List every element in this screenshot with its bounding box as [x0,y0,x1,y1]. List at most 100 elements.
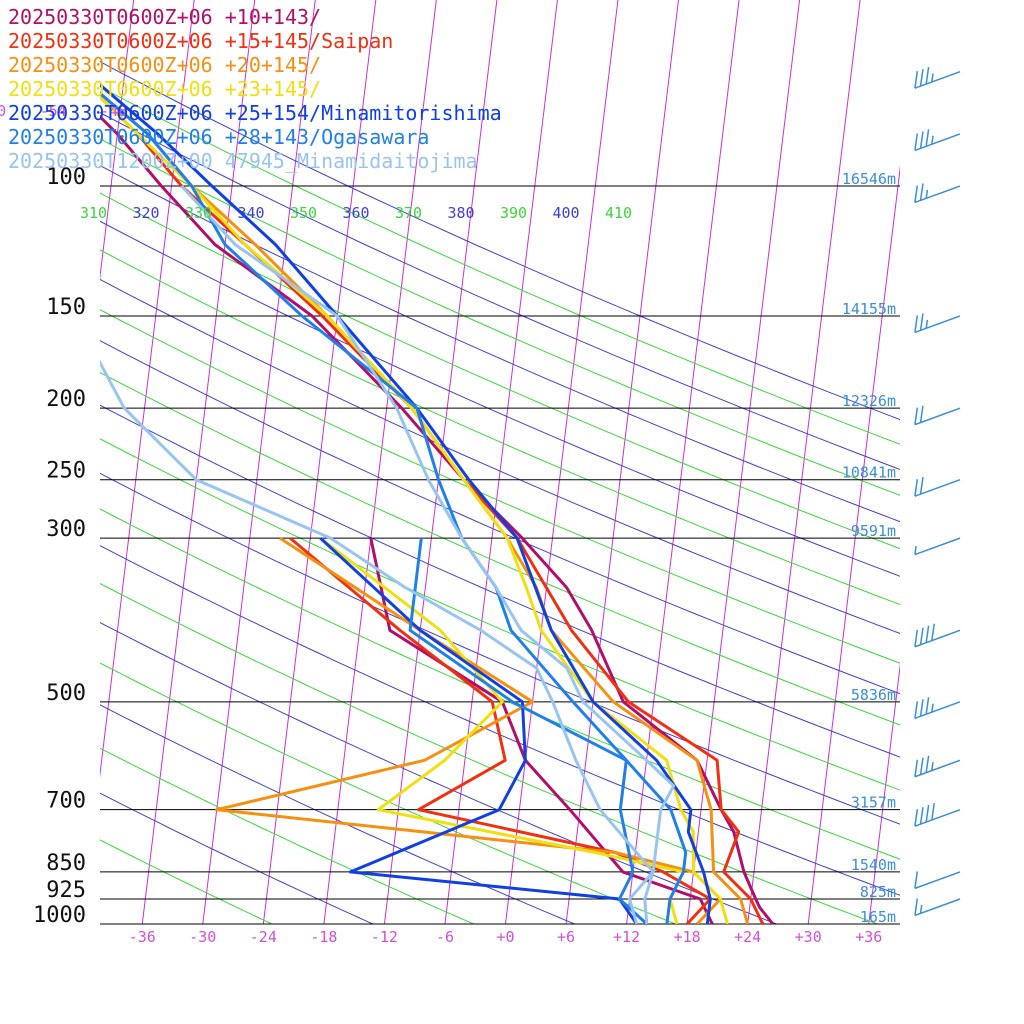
background-lines [100,0,900,924]
adiabat-line [100,545,900,896]
height-label: 165m [860,908,896,926]
temperature-tick-label: -6 [436,928,454,946]
wind-barb [914,183,961,204]
barb-staff [914,407,961,426]
adiabat-line [100,792,375,924]
temperature-line [180,184,676,924]
adiabat-line [100,340,900,695]
height-label: 9591m [851,522,896,540]
dewpoint-line [408,537,648,924]
wind-barb [914,405,961,426]
barb-staff [914,701,961,720]
adiabat-line [100,747,475,924]
adiabat-line [100,839,274,924]
adiabat-line [100,165,900,523]
theta-label: 320 [133,204,160,222]
wind-barb [914,898,961,917]
temperature-tick-label: +36 [855,928,882,946]
barb-staff [914,898,961,917]
pressure-label: 1000 [33,903,86,928]
height-label: 3157m [851,794,896,812]
legend-entry: 20250330T0600Z+06 +28+143/Ogasawara [8,125,429,149]
upper-temperature-label: -54 [40,102,67,120]
wind-barb [914,67,961,89]
series-5 [100,82,712,924]
barb-flag [925,129,930,147]
barb-staff [914,133,961,152]
height-label: 16546m [842,170,896,188]
height-label: 1540m [851,856,896,874]
barb-flag [914,407,919,425]
pressure-label: 300 [46,517,86,542]
height-label: 12326m [842,392,896,410]
temperature-line [100,94,729,924]
theta-label: 350 [290,204,317,222]
barb-flag [914,759,919,777]
barb-flag [914,871,919,889]
legend: 20250330T0600Z+06 +10+143/20250330T0600Z… [8,5,502,173]
barb-half-flag [931,135,934,145]
barb-flag [925,625,930,643]
adiabat-line [100,472,900,825]
pressure-label: 500 [46,681,86,706]
pressure-label: 100 [46,165,86,190]
barb-flag [931,802,935,821]
barb-staff [914,871,961,890]
barb-flag [919,757,924,775]
barb-flag [919,807,924,825]
temperature-tick-label: +0 [496,928,514,946]
wind-barbs [914,67,961,917]
barb-staff [914,185,961,204]
legend-entry: 20250330T0600Z+06 +25+154/Minamitorishim… [8,101,502,125]
adiabat-line [100,582,879,924]
upper-temperature-label: -48 [100,102,127,120]
isotherm-line [626,0,740,924]
isotherm-line [141,0,256,924]
temperature-tick-label: +30 [795,928,822,946]
barb-staff [914,759,961,778]
barb-flag [914,71,919,89]
isotherm-line [504,0,619,924]
isotherm-line [100,0,195,778]
barb-flag [925,805,930,823]
barb-flag [925,67,930,85]
barb-flag [919,699,924,717]
isotherm-line [868,663,900,924]
isotherm-line [686,0,801,924]
barb-staff [914,71,961,89]
legend-entry: 20250330T0600Z+06 +10+143/ [8,5,321,29]
wind-barb [914,802,961,827]
adiabat-line [100,192,900,550]
pressure-label: 200 [46,387,86,412]
theta-label: 410 [605,204,632,222]
series-7 [100,184,676,924]
barb-flag [914,809,919,827]
barb-half-flag [914,546,917,555]
adiabat-line [100,249,900,606]
axis-labels: 100 16546m 150 14155m 200 12326m 250 10841m 300 9… [0,102,896,946]
barb-staff [914,478,961,497]
theta-label: 400 [553,204,580,222]
dewpoint-line [100,359,655,924]
adiabat-line [100,508,900,860]
adiabat-line [100,371,900,726]
legend-entry: 20250330T0600Z+06 +15+145/Saipan [8,29,393,53]
barb-flag [925,697,930,715]
barb-flag [919,313,924,331]
adiabat-line [100,404,900,758]
barb-flag [925,755,930,773]
legend-entry: 20250330T0600Z+06 +23+145/ [8,77,321,101]
adiabat-line [100,309,900,664]
wind-barb [914,871,961,890]
isotherm-line [444,0,558,924]
adiabat-line [100,112,900,471]
height-label: 825m [860,883,896,901]
isotherm-line [807,165,900,924]
theta-label: 360 [343,204,370,222]
barb-flag [914,629,919,647]
barb-flag [919,405,924,423]
barb-staff [914,315,961,334]
adiabat-line [100,138,900,496]
wind-barb [914,477,961,497]
